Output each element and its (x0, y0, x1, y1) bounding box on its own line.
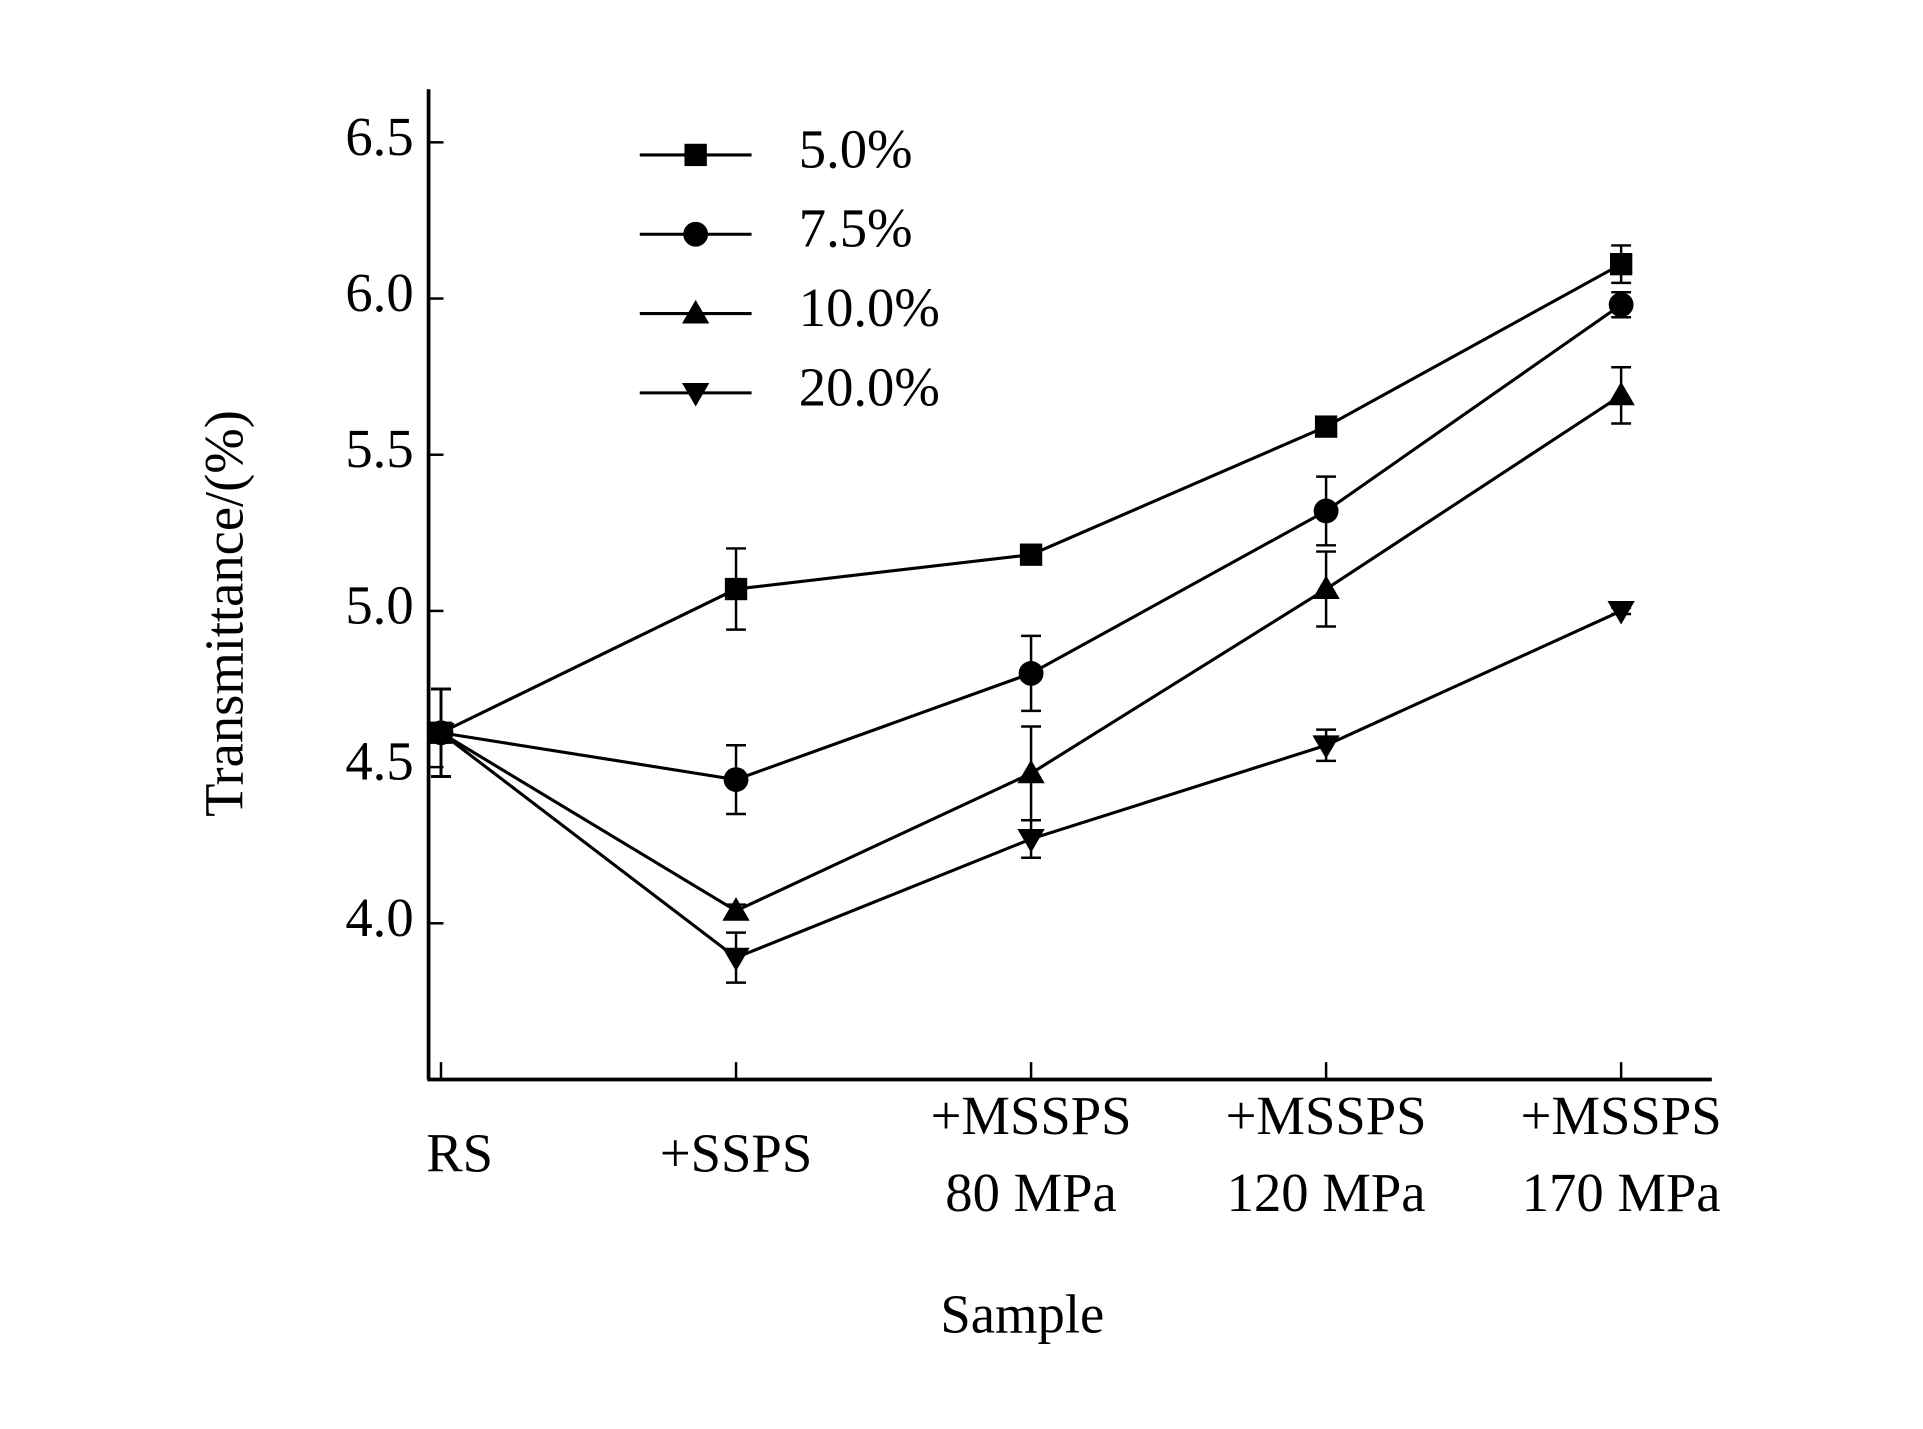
marker (681, 299, 710, 324)
marker (1313, 498, 1339, 524)
marker (681, 382, 710, 407)
marker (723, 767, 749, 793)
marker (1018, 661, 1044, 686)
marker (684, 143, 707, 167)
x-axis-title: Sample (940, 1284, 1104, 1345)
y-tick-label: 5.5 (345, 418, 413, 479)
marker (683, 221, 709, 247)
x-tick-label: +MSSPS (1521, 1085, 1722, 1146)
y-tick-label: 5.0 (345, 574, 413, 635)
marker (722, 947, 750, 972)
legend-label: 7.5% (799, 198, 913, 259)
x-tick-label: RS (426, 1122, 493, 1183)
x-tick-label: +MSSPS (931, 1085, 1132, 1146)
marker (1019, 543, 1043, 566)
marker (722, 897, 750, 921)
y-axis-title: Transmittance/(%) (193, 410, 254, 817)
marker (1607, 601, 1635, 625)
y-tick-label: 4.5 (345, 731, 413, 792)
marker (1017, 829, 1045, 853)
legend-label: 10.0% (799, 277, 940, 338)
legend-label: 5.0% (799, 118, 913, 179)
legend-label: 20.0% (799, 356, 940, 417)
x-tick-label: 80 MPa (945, 1162, 1117, 1223)
marker (724, 577, 748, 601)
marker (1017, 759, 1045, 784)
marker (427, 722, 455, 747)
marker (1312, 575, 1340, 599)
x-tick-label: 120 MPa (1227, 1162, 1426, 1223)
y-tick-label: 6.0 (345, 262, 413, 323)
x-tick-label: +SSPS (660, 1122, 812, 1183)
marker (1314, 415, 1338, 438)
y-tick-label: 6.5 (345, 106, 413, 167)
marker (1609, 253, 1633, 276)
marker (1312, 735, 1340, 759)
x-tick-label: +MSSPS (1226, 1085, 1427, 1146)
marker (1607, 381, 1635, 406)
y-tick-label: 4.0 (345, 887, 413, 948)
x-tick-label: 170 MPa (1522, 1162, 1721, 1223)
marker (1608, 292, 1634, 318)
